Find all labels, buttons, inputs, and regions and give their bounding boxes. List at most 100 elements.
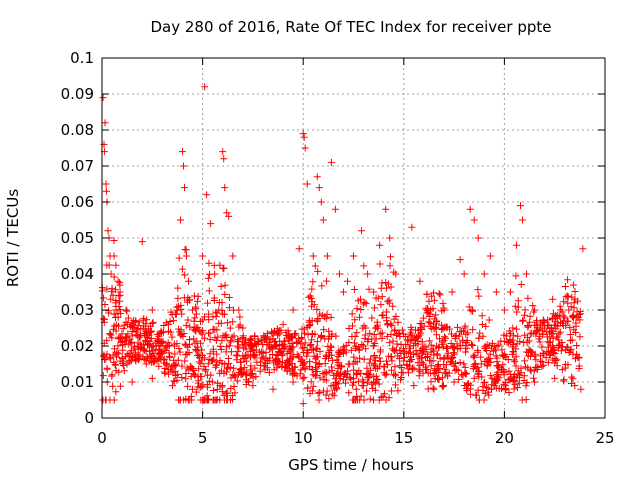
data-point bbox=[197, 373, 205, 381]
data-point bbox=[565, 348, 573, 356]
data-point bbox=[193, 351, 201, 359]
data-point bbox=[300, 373, 308, 381]
data-point bbox=[455, 375, 463, 383]
data-point bbox=[490, 382, 498, 390]
data-point bbox=[508, 350, 516, 358]
data-point bbox=[481, 358, 489, 366]
data-point bbox=[179, 162, 187, 170]
data-point bbox=[482, 322, 490, 330]
data-point bbox=[319, 216, 327, 224]
data-point bbox=[303, 180, 311, 188]
data-point bbox=[435, 290, 443, 298]
data-point bbox=[299, 130, 307, 138]
data-point bbox=[558, 366, 566, 374]
x-tick-labels: 0 5 10 15 20 25 bbox=[97, 429, 614, 447]
data-point bbox=[438, 321, 446, 329]
data-point bbox=[410, 382, 418, 390]
data-point bbox=[321, 360, 329, 368]
data-point bbox=[325, 349, 333, 357]
data-point bbox=[424, 369, 432, 377]
data-point bbox=[273, 331, 281, 339]
data-point bbox=[270, 359, 278, 367]
data-point bbox=[350, 366, 358, 374]
data-point bbox=[387, 330, 395, 338]
data-point bbox=[257, 361, 265, 369]
data-point bbox=[396, 376, 404, 384]
data-point bbox=[461, 369, 469, 377]
data-point bbox=[470, 374, 478, 382]
data-point bbox=[142, 328, 150, 336]
data-point bbox=[509, 324, 517, 332]
data-point bbox=[456, 358, 464, 366]
data-point bbox=[563, 343, 571, 351]
y-tick-label: 0.06 bbox=[61, 193, 94, 211]
data-point bbox=[378, 312, 386, 320]
data-point bbox=[197, 359, 205, 367]
data-point bbox=[432, 311, 440, 319]
data-point bbox=[164, 327, 172, 335]
data-point bbox=[368, 335, 376, 343]
data-point bbox=[392, 270, 400, 278]
data-point bbox=[466, 385, 474, 393]
data-point bbox=[335, 270, 343, 278]
data-point bbox=[560, 298, 568, 306]
data-point bbox=[219, 148, 227, 156]
data-point bbox=[236, 313, 244, 321]
data-point bbox=[449, 343, 457, 351]
data-point bbox=[566, 324, 574, 332]
data-point bbox=[398, 326, 406, 334]
data-point bbox=[293, 372, 301, 380]
data-point bbox=[226, 364, 234, 372]
data-point bbox=[281, 343, 289, 351]
data-point bbox=[462, 348, 470, 356]
data-point bbox=[174, 284, 182, 292]
data-point bbox=[487, 344, 495, 352]
data-point bbox=[316, 374, 324, 382]
data-point bbox=[212, 313, 220, 321]
data-point bbox=[464, 329, 472, 337]
data-point bbox=[266, 336, 274, 344]
data-point bbox=[119, 357, 127, 365]
data-point bbox=[307, 341, 315, 349]
data-point bbox=[386, 262, 394, 270]
data-point bbox=[112, 306, 120, 314]
data-point bbox=[257, 348, 265, 356]
data-point bbox=[353, 305, 361, 313]
data-point bbox=[498, 346, 506, 354]
data-point bbox=[158, 349, 166, 357]
data-point bbox=[378, 293, 386, 301]
data-point bbox=[279, 320, 287, 328]
data-point bbox=[217, 345, 225, 353]
data-point bbox=[330, 371, 338, 379]
data-point bbox=[365, 285, 373, 293]
data-point bbox=[474, 370, 482, 378]
data-point bbox=[505, 389, 513, 397]
data-point bbox=[123, 333, 131, 341]
data-point bbox=[474, 286, 482, 294]
data-point bbox=[297, 358, 305, 366]
data-point bbox=[438, 382, 446, 390]
y-axis-title: ROTI / TECUs bbox=[4, 189, 22, 287]
data-point bbox=[112, 261, 120, 269]
data-point bbox=[453, 340, 461, 348]
data-point bbox=[379, 392, 387, 400]
data-point bbox=[274, 361, 282, 369]
data-point bbox=[175, 345, 183, 353]
data-point bbox=[439, 374, 447, 382]
data-point bbox=[205, 316, 213, 324]
data-point bbox=[251, 364, 259, 372]
data-point bbox=[387, 253, 395, 261]
data-point bbox=[360, 355, 368, 363]
data-point bbox=[360, 262, 368, 270]
data-point bbox=[110, 237, 118, 245]
data-point bbox=[423, 309, 431, 317]
data-point bbox=[462, 382, 470, 390]
data-point bbox=[492, 378, 500, 386]
data-point bbox=[343, 373, 351, 381]
data-point bbox=[192, 310, 200, 318]
data-point bbox=[195, 365, 203, 373]
data-point bbox=[433, 350, 441, 358]
data-point bbox=[575, 364, 583, 372]
data-point bbox=[532, 356, 540, 364]
data-point bbox=[207, 220, 215, 228]
